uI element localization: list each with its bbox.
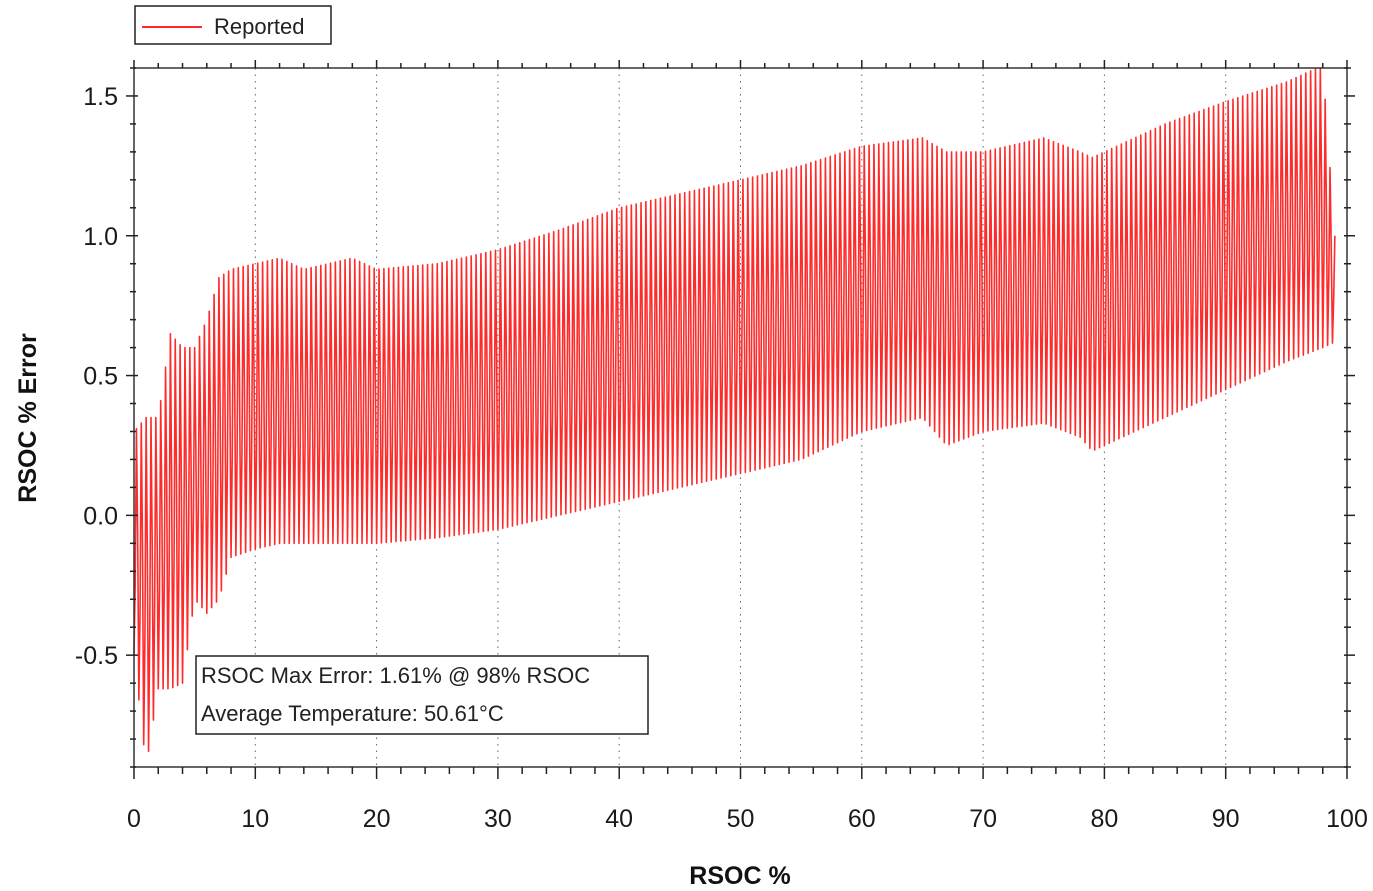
x-tick-label: 100 (1326, 805, 1368, 833)
y-tick-label: -0.5 (75, 642, 118, 670)
legend: Reported (134, 5, 332, 45)
x-tick-label: 10 (241, 805, 269, 833)
y-tick-labels: -0.5 0.0 0.5 1.0 1.5 (75, 83, 118, 670)
y-tick-label: 0.0 (83, 502, 118, 530)
x-tick-label: 20 (363, 805, 391, 833)
legend-box (134, 5, 332, 45)
series-line-reported (133, 67, 1336, 753)
legend-label: Reported (214, 14, 305, 39)
x-axis-title: RSOC % (689, 862, 790, 890)
series-reported (133, 67, 1336, 753)
y-tick-label: 0.5 (83, 363, 118, 391)
x-tick-label: 60 (848, 805, 876, 833)
y-tick-label: 1.5 (83, 83, 118, 111)
x-tick-label: 80 (1090, 805, 1118, 833)
axis-ticks (126, 60, 1355, 779)
x-tick-label: 50 (727, 805, 755, 833)
x-tick-label: 90 (1212, 805, 1240, 833)
y-axis-title: RSOC % Error (14, 333, 42, 503)
x-tick-labels: 0 10 20 30 40 50 60 70 80 90 100 (127, 805, 1368, 833)
annotation-line-2: Average Temperature: 50.61°C (201, 701, 504, 726)
annotation-line-1: RSOC Max Error: 1.61% @ 98% RSOC (201, 663, 590, 688)
annotation-frame (195, 655, 649, 735)
x-tick-label: 0 (127, 805, 141, 833)
annotation-box: RSOC Max Error: 1.61% @ 98% RSOC Average… (195, 655, 649, 735)
x-tick-label: 70 (969, 805, 997, 833)
x-tick-label: 30 (484, 805, 512, 833)
y-tick-label: 1.0 (83, 223, 118, 251)
x-tick-label: 40 (605, 805, 633, 833)
